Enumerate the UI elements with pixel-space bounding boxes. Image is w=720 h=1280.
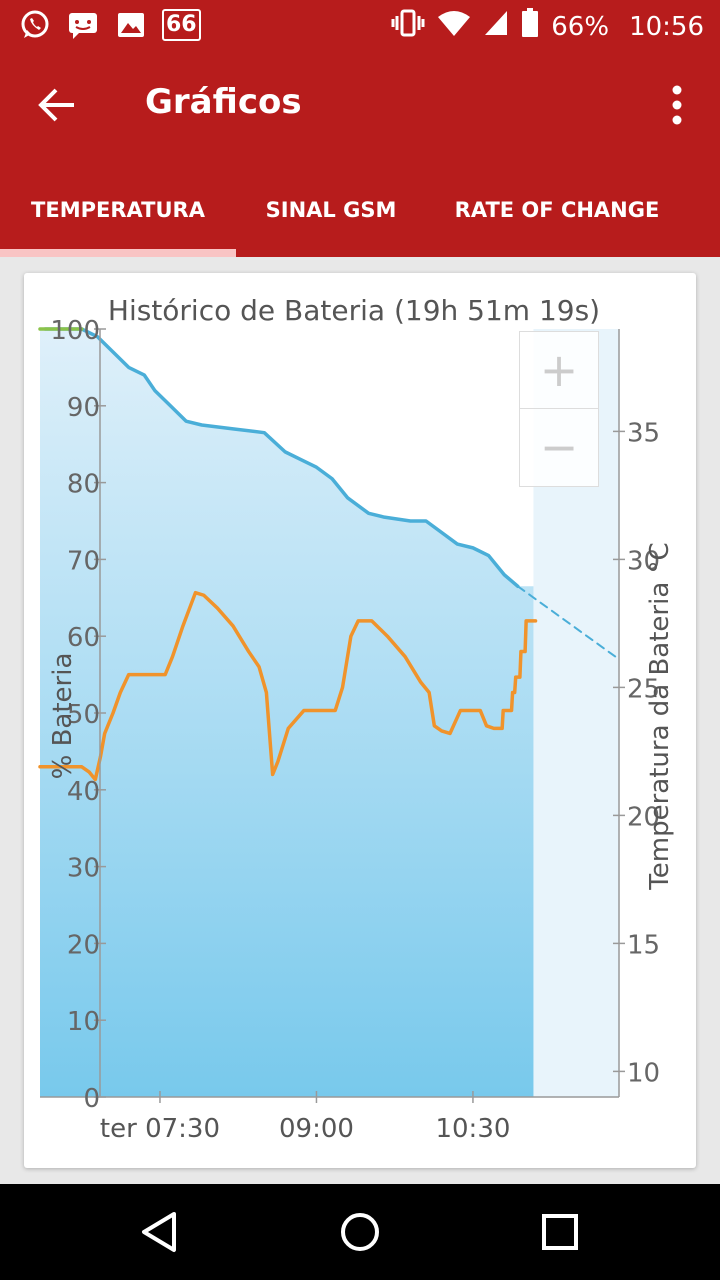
nav-back-button[interactable] — [136, 1208, 184, 1256]
tab-rate-of-change[interactable]: RATE OF CHANGE — [426, 162, 688, 257]
battery-percent: 66% — [551, 11, 610, 42]
tab-indicator — [0, 249, 236, 257]
system-status: 66% 10:56 — [391, 8, 704, 45]
recents-icon — [542, 1214, 578, 1250]
navigation-bar — [0, 1184, 720, 1280]
zoom-out-button[interactable]: − — [539, 420, 579, 474]
y2-axis-label: Temperatura da Bateria °C — [645, 542, 675, 890]
x-tick-label: 10:30 — [435, 1114, 510, 1144]
signal-icon — [483, 9, 509, 44]
tab-bar: TEMPERATURA SINAL GSM RATE OF CHANGE — [0, 162, 720, 257]
notification-badge: 66 — [162, 9, 201, 41]
clock: 10:56 — [629, 11, 704, 42]
nav-recents-button[interactable] — [536, 1208, 584, 1256]
overflow-menu-button[interactable] — [662, 80, 692, 132]
y2-tick-label: 30 — [627, 546, 660, 576]
wifi-icon — [437, 9, 471, 44]
image-icon — [114, 8, 148, 42]
chart-title: Histórico de Bateria (19h 51m 19s) — [108, 294, 600, 327]
page-title: Gráficos — [145, 82, 302, 122]
temperature-line — [38, 590, 538, 782]
battery-line — [43, 327, 520, 589]
y-tick-label: 30 — [67, 854, 100, 884]
y-tick-label: 90 — [67, 393, 100, 423]
battery-icon — [521, 8, 539, 45]
tab-label: RATE OF CHANGE — [454, 197, 660, 222]
vibrate-icon — [391, 8, 425, 45]
x-tick-label: ter 07:30 — [100, 1114, 220, 1144]
y-axis-label: % Bateria — [48, 653, 78, 780]
back-icon — [142, 1212, 176, 1252]
notification-icons: 66 — [18, 8, 201, 42]
y-tick-label: 80 — [67, 470, 100, 500]
y-tick-label: 0 — [83, 1084, 100, 1114]
back-button[interactable] — [30, 78, 84, 132]
tab-label: TEMPERATURA — [31, 197, 205, 222]
y2-tick-label: 25 — [627, 674, 660, 704]
status-bar: 66 66% 10:56 — [0, 0, 720, 52]
arrow-left-icon — [38, 88, 74, 122]
more-vert-icon — [672, 85, 682, 125]
y-tick-label: 10 — [67, 1007, 100, 1037]
y2-tick-label: 15 — [627, 930, 660, 960]
zoom-in-button[interactable]: + — [520, 332, 598, 409]
y-tick-label: 60 — [67, 623, 100, 653]
battery-projection-line — [516, 585, 620, 661]
y-tick-label: 100 — [50, 316, 100, 346]
sms-icon — [66, 8, 100, 42]
y-tick-label: 70 — [67, 546, 100, 576]
battery-history-chart[interactable]: 0 10 20 30 40 50 60 70 80 90 100 10 15 20 25 30 35 ter 07… — [24, 273, 696, 1168]
tab-label: SINAL GSM — [265, 197, 397, 222]
chart-card: 0 10 20 30 40 50 60 70 80 90 100 10 15 20 25 30 35 ter 07… — [24, 273, 696, 1168]
y-tick-label: 20 — [67, 930, 100, 960]
nav-home-button[interactable] — [336, 1208, 384, 1256]
y-tick-label: 50 — [67, 700, 100, 730]
whatsapp-icon — [18, 8, 52, 42]
zoom-controls: + − — [519, 331, 599, 487]
app-bar: Gráficos — [0, 52, 720, 162]
x-tick-label: 09:00 — [279, 1114, 354, 1144]
y2-tick-label: 10 — [627, 1058, 660, 1088]
tab-sinal-gsm[interactable]: SINAL GSM — [236, 162, 426, 257]
home-icon — [341, 1213, 379, 1251]
tab-temperatura[interactable]: TEMPERATURA — [0, 162, 236, 257]
y-tick-label: 40 — [67, 777, 100, 807]
y2-tick-label: 20 — [627, 802, 660, 832]
y2-tick-label: 35 — [627, 418, 660, 448]
